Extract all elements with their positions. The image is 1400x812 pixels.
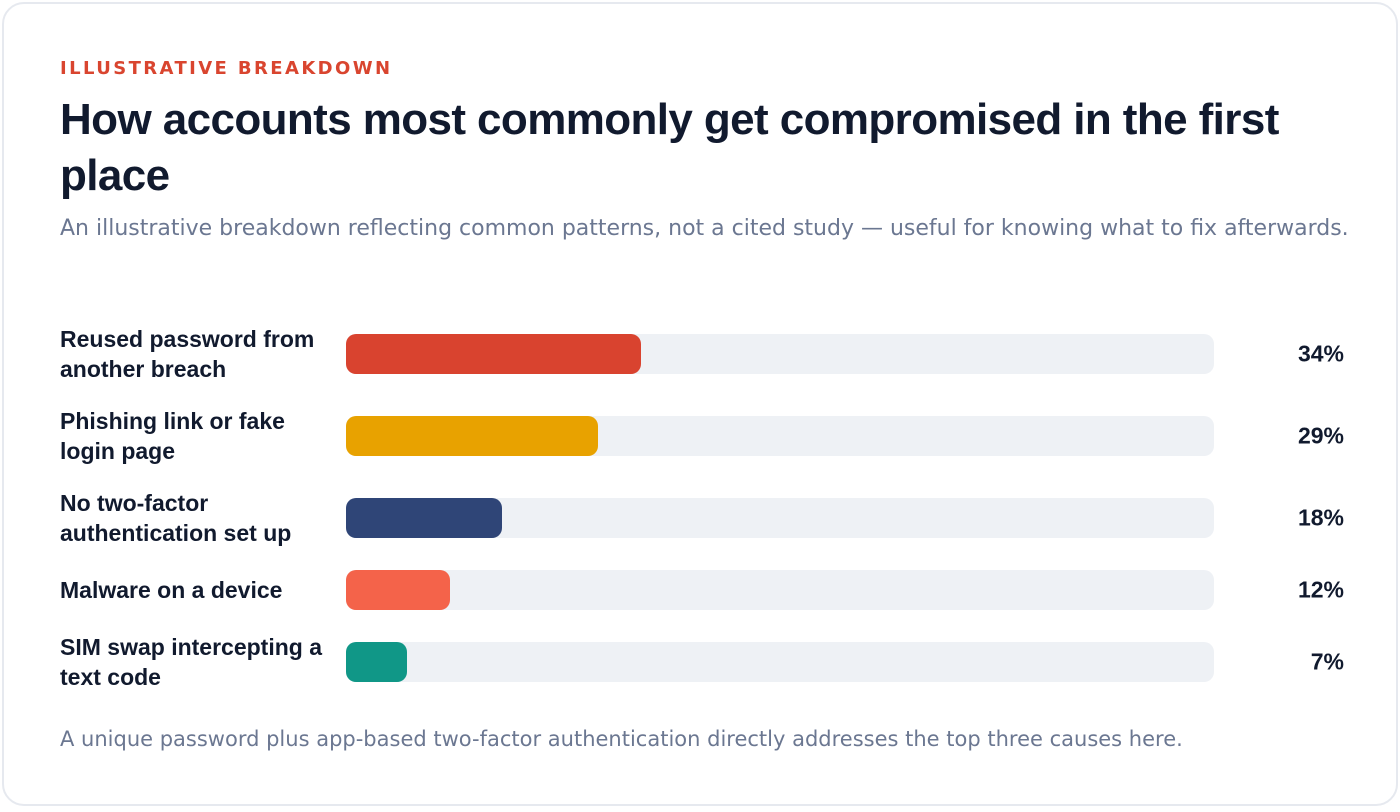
bar-value-label: 12% (1297, 576, 1344, 603)
bar-category-label: No two-factor authentication set up (60, 490, 292, 546)
bar-fill (346, 334, 641, 374)
bar-fill (346, 416, 598, 456)
bar-category-label: Malware on a device (60, 577, 283, 603)
bar-category-label: Reused password from another breach (60, 326, 315, 382)
bar-track (346, 498, 1214, 538)
bar-track (346, 570, 1214, 610)
bar-row: Reused password from another breach 34% (60, 326, 1350, 382)
bar-track (346, 334, 1214, 374)
bar-row: Phishing link or fake login page 29% (60, 408, 1350, 464)
bar-row: SIM swap intercepting a text code 7% (60, 634, 1350, 690)
bar-track (346, 416, 1214, 456)
eyebrow-label: ILLUSTRATIVE BREAKDOWN (60, 58, 393, 79)
bar-track (346, 642, 1214, 682)
chart-title: How accounts most commonly get compromis… (60, 95, 1279, 200)
bar-fill (346, 642, 407, 682)
bar-rows: Reused password from another breach 34% Ph… (60, 4, 1350, 812)
chart-subtitle: An illustrative breakdown reflecting com… (60, 216, 1349, 241)
bar-value-label: 29% (1297, 422, 1344, 449)
bar-value-label: 7% (1310, 648, 1344, 675)
bar-fill (346, 498, 502, 538)
bar-row: No two-factor authentication set up 18% (60, 490, 1350, 546)
bar-value-label: 18% (1297, 504, 1344, 531)
bar-category-label: Phishing link or fake login page (60, 408, 285, 464)
bar-category-label: SIM swap intercepting a text code (60, 634, 322, 690)
bar-value-label: 34% (1297, 340, 1344, 367)
bar-fill (346, 570, 450, 610)
bar-row: Malware on a device 12% (60, 570, 1350, 610)
chart-footnote: A unique password plus app-based two-fac… (60, 727, 1183, 751)
